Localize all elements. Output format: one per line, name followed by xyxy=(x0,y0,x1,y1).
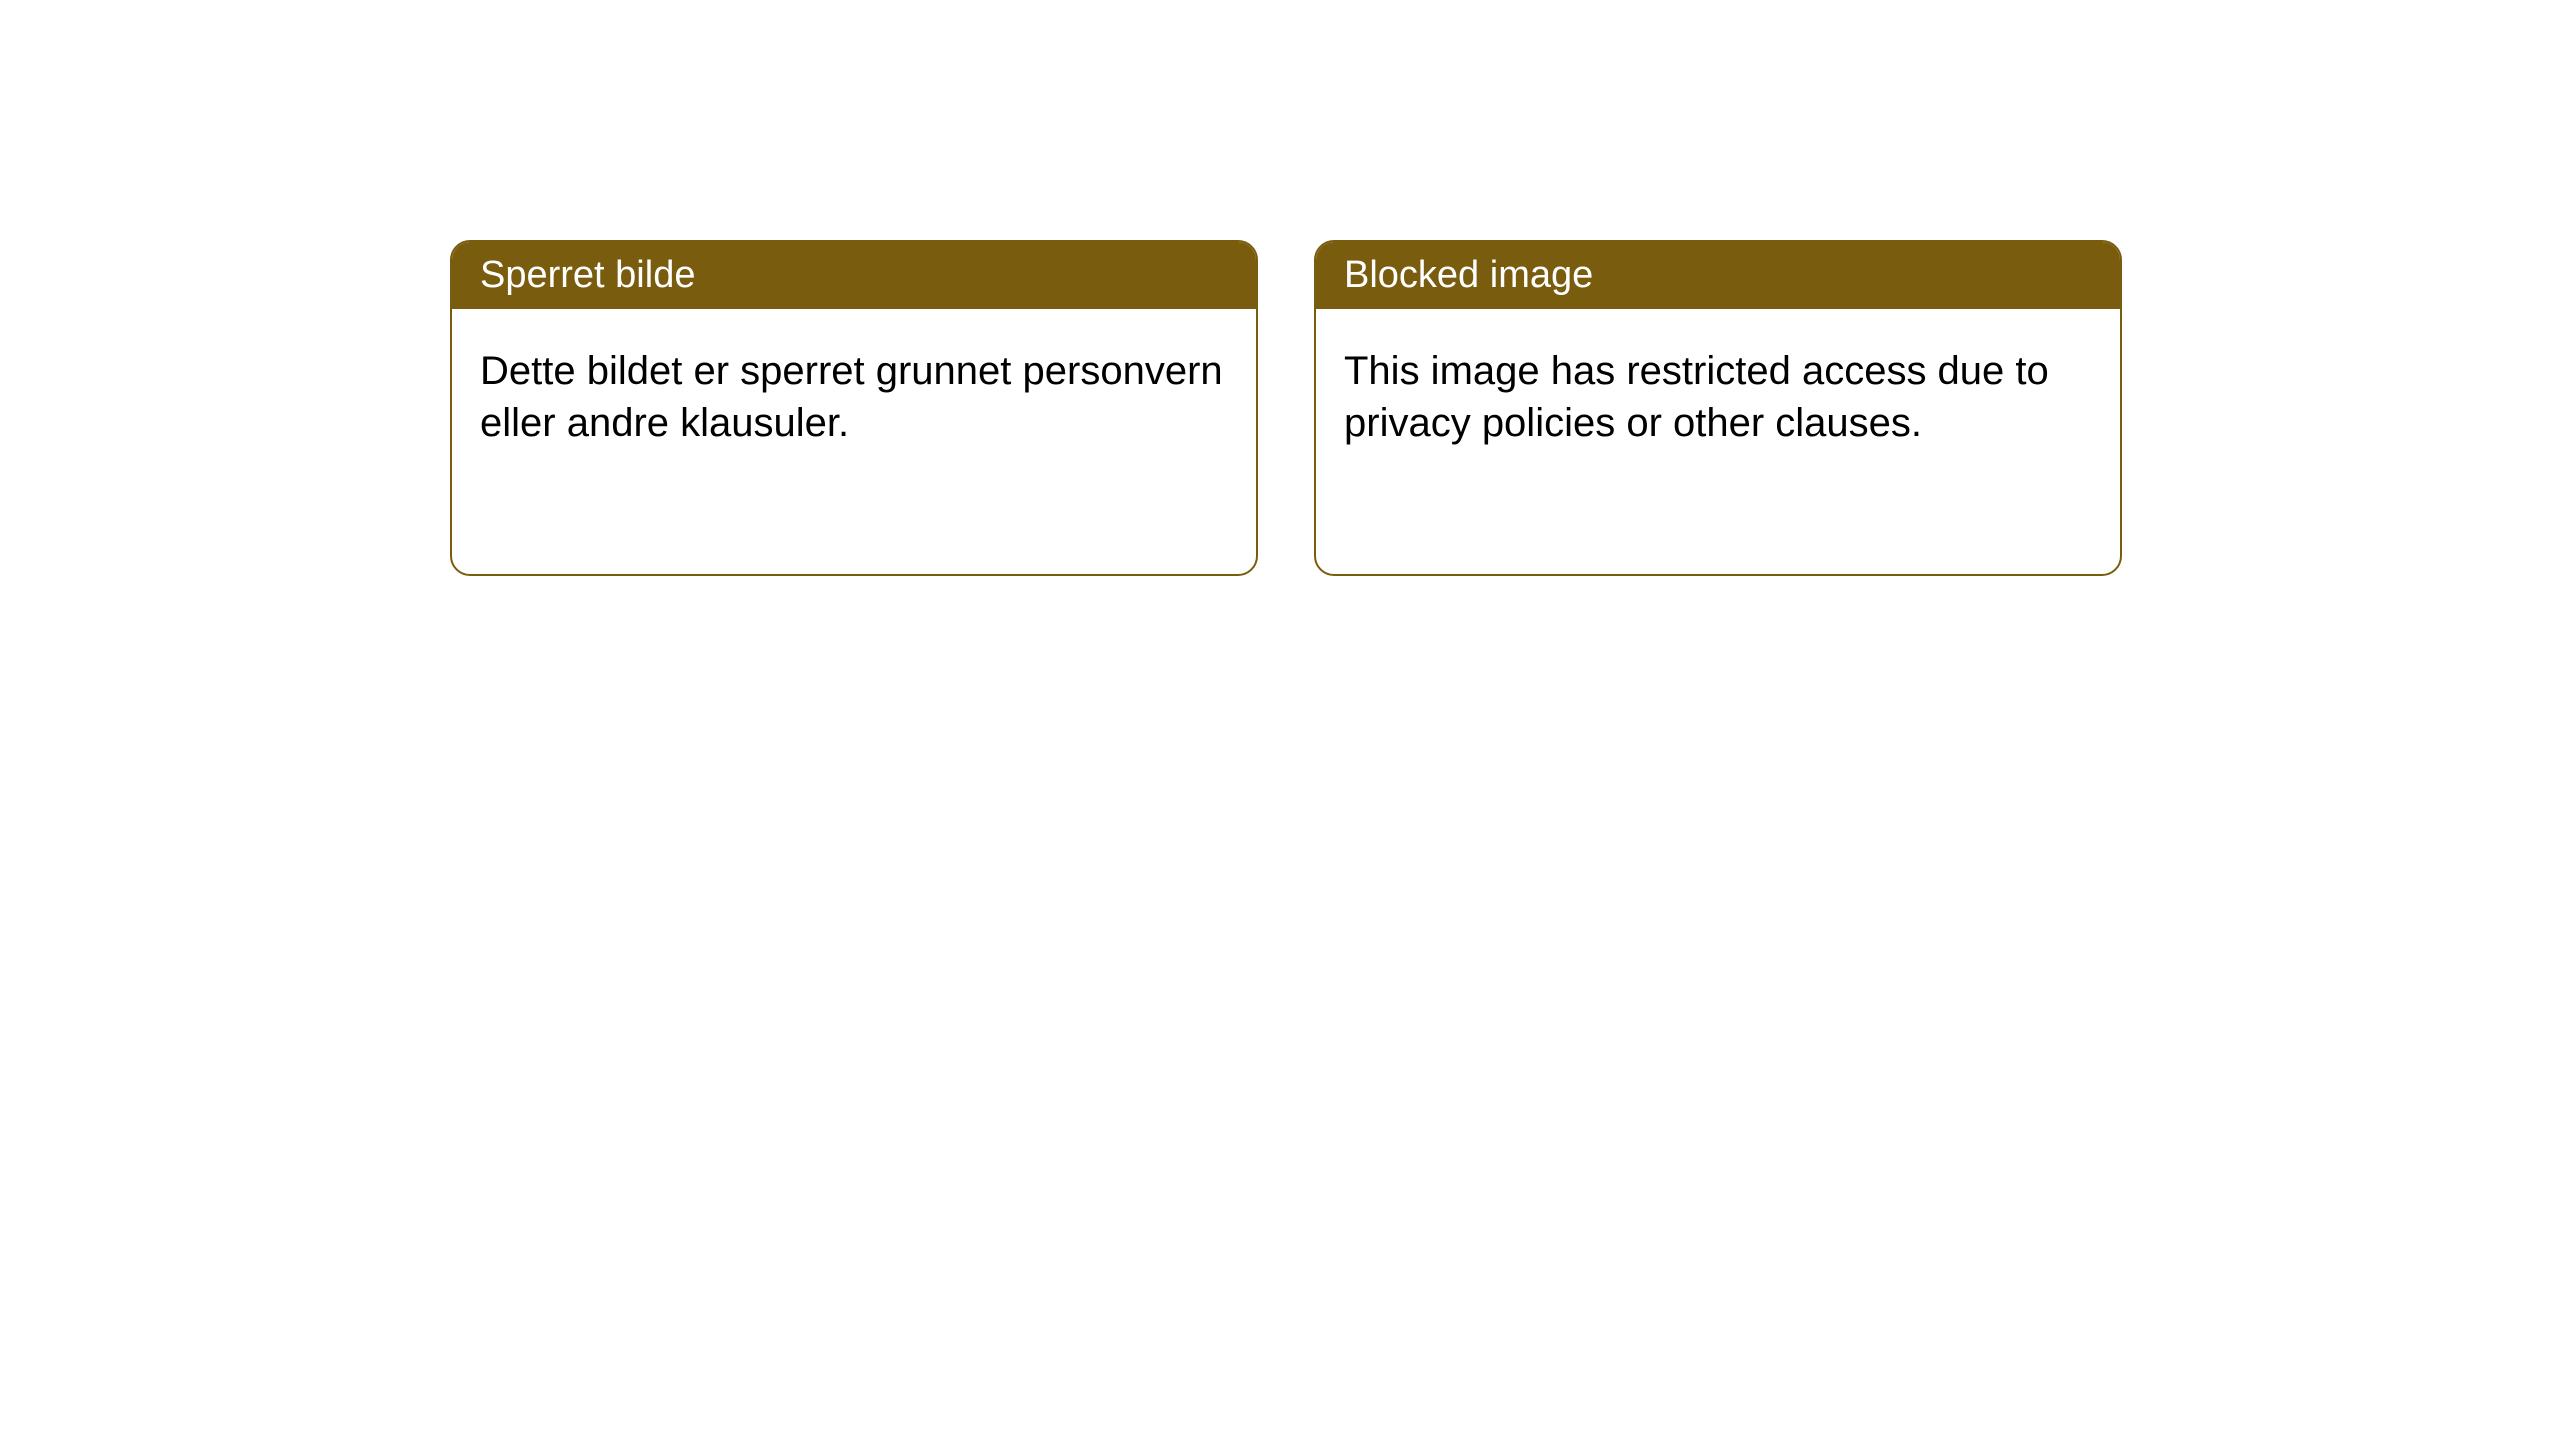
blocked-image-card-no: Sperret bilde Dette bildet er sperret gr… xyxy=(450,240,1258,576)
card-body-no: Dette bildet er sperret grunnet personve… xyxy=(452,309,1256,485)
card-body-text-en: This image has restricted access due to … xyxy=(1344,349,2049,445)
card-body-text-no: Dette bildet er sperret grunnet personve… xyxy=(480,349,1223,445)
card-body-en: This image has restricted access due to … xyxy=(1316,309,2120,485)
card-title-no: Sperret bilde xyxy=(480,254,695,296)
card-header-en: Blocked image xyxy=(1316,242,2120,309)
blocked-image-card-en: Blocked image This image has restricted … xyxy=(1314,240,2122,576)
card-container: Sperret bilde Dette bildet er sperret gr… xyxy=(0,0,2560,576)
card-header-no: Sperret bilde xyxy=(452,242,1256,309)
card-title-en: Blocked image xyxy=(1344,254,1593,296)
